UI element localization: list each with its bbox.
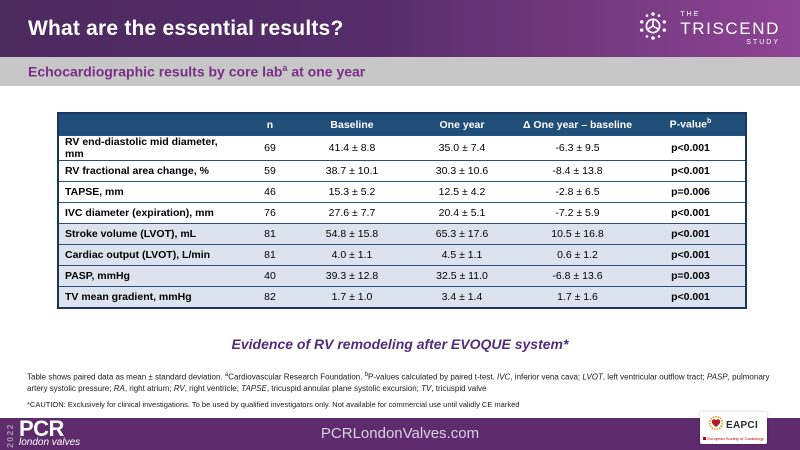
cell-p-value: p<0.001 [636, 286, 746, 308]
table-row: RV end-diastolic mid diameter, mm 69 41.… [58, 135, 746, 161]
cell-delta: -6.8 ± 13.6 [519, 265, 636, 287]
caution-text: *CAUTION: Exclusively for clinical inves… [27, 400, 520, 409]
cell-n: 81 [241, 223, 299, 245]
cell-n: 40 [241, 265, 299, 287]
table-row: TAPSE, mm 46 15.3 ± 5.2 12.5 ± 4.2 -2.8 … [58, 181, 746, 203]
row-label: PASP, mmHg [58, 265, 241, 287]
table-row: Stroke volume (LVOT), mL 81 54.8 ± 15.8 … [58, 223, 746, 245]
cell-p-value: p=0.003 [636, 265, 746, 287]
table-row: IVC diameter (expiration), mm 76 27.6 ± … [58, 202, 746, 224]
cell-n: 76 [241, 202, 299, 224]
triscend-study-logo: THE TRISCEND STUDY [633, 6, 780, 51]
cell-baseline: 38.7 ± 10.1 [299, 160, 405, 182]
header-band: What are the essential results? [0, 0, 800, 57]
cell-delta: 1.7 ± 1.6 [519, 286, 636, 308]
row-label: RV fractional area change, % [58, 160, 241, 182]
cell-baseline: 15.3 ± 5.2 [299, 181, 405, 203]
cell-p-value: p<0.001 [636, 202, 746, 224]
cell-p-value: p<0.001 [636, 223, 746, 245]
subtitle-bar: Echocardiographic results by core laba a… [0, 57, 800, 86]
cell-p-value: p<0.001 [636, 135, 746, 161]
cell-one-year: 35.0 ± 7.4 [405, 135, 519, 161]
table-row: PASP, mmHg 40 39.3 ± 12.8 32.5 ± 11.0 -6… [58, 265, 746, 287]
footnote-text: Table shows paired data as mean ± standa… [27, 372, 770, 394]
row-label: IVC diameter (expiration), mm [58, 202, 241, 224]
table-header-row: n Baseline One year Δ One year – baselin… [58, 113, 746, 136]
table-row: Cardiac output (LVOT), L/min 81 4.0 ± 1.… [58, 244, 746, 266]
cell-baseline: 4.0 ± 1.1 [299, 244, 405, 266]
cell-one-year: 4.5 ± 1.1 [405, 244, 519, 266]
row-label: Stroke volume (LVOT), mL [58, 223, 241, 245]
cell-p-value: p<0.001 [636, 160, 746, 182]
conclusion-statement: Evidence of RV remodeling after EVOQUE s… [231, 336, 569, 352]
table-row: TV mean gradient, mmHg 82 1.7 ± 1.0 3.4 … [58, 286, 746, 308]
cell-baseline: 54.8 ± 15.8 [299, 223, 405, 245]
cell-one-year: 12.5 ± 4.2 [405, 181, 519, 203]
footer-bar: 2022 PCR london valves PCRLondonValves.c… [0, 412, 800, 450]
cell-baseline: 27.6 ± 7.7 [299, 202, 405, 224]
cell-one-year: 20.4 ± 5.1 [405, 202, 519, 224]
col-header-delta: Δ One year – baseline [519, 113, 636, 136]
row-label: RV end-diastolic mid diameter, mm [58, 135, 241, 161]
cell-delta: 0.6 ± 1.2 [519, 244, 636, 266]
cell-baseline: 39.3 ± 12.8 [299, 265, 405, 287]
triscend-valve-icon [633, 6, 673, 51]
eapci-heart-icon [708, 415, 724, 435]
cell-delta: -7.2 ± 5.9 [519, 202, 636, 224]
echo-results-table: n Baseline One year Δ One year – baselin… [57, 112, 747, 309]
cell-delta: -2.8 ± 6.5 [519, 181, 636, 203]
footer-website-url: PCRLondonValves.com [320, 425, 480, 442]
page-title: What are the essential results? [28, 16, 344, 40]
eapci-logo: EAPCI European Society of Cardiology [700, 412, 767, 444]
col-header-one-year: One year [405, 113, 519, 136]
col-header-baseline: Baseline [299, 113, 405, 136]
cell-one-year: 30.3 ± 10.6 [405, 160, 519, 182]
cell-n: 81 [241, 244, 299, 266]
row-label: TAPSE, mm [58, 181, 241, 203]
cell-one-year: 65.3 ± 17.6 [405, 223, 519, 245]
cell-n: 46 [241, 181, 299, 203]
triscend-name-label: TRISCEND [680, 19, 780, 38]
pcr-london-valves-logo: PCR london valves [19, 418, 80, 448]
cell-p-value: p<0.001 [636, 244, 746, 266]
cell-n: 82 [241, 286, 299, 308]
pcr-brand-label: PCR [19, 416, 64, 441]
cell-one-year: 32.5 ± 11.0 [405, 265, 519, 287]
slide-subtitle: Echocardiographic results by core laba a… [28, 63, 366, 80]
cell-n: 59 [241, 160, 299, 182]
cell-n: 69 [241, 135, 299, 161]
cell-delta: -8.4 ± 13.8 [519, 160, 636, 182]
cell-one-year: 3.4 ± 1.4 [405, 286, 519, 308]
table-row: RV fractional area change, % 59 38.7 ± 1… [58, 160, 746, 182]
row-label: TV mean gradient, mmHg [58, 286, 241, 308]
col-header-n: n [241, 113, 299, 136]
triscend-the-label: THE [680, 11, 701, 18]
eapci-name-label: EAPCI [725, 419, 759, 431]
triscend-study-label: STUDY [746, 39, 780, 46]
cell-baseline: 41.4 ± 8.8 [299, 135, 405, 161]
col-header-p-value: P-valueb [636, 113, 746, 136]
cell-delta: 10.5 ± 16.8 [519, 223, 636, 245]
eapci-sublabel: European Society of Cardiology [703, 436, 763, 441]
row-label: Cardiac output (LVOT), L/min [58, 244, 241, 266]
cell-baseline: 1.7 ± 1.0 [299, 286, 405, 308]
cell-p-value: p=0.006 [636, 181, 746, 203]
col-header-label [58, 113, 241, 136]
cell-delta: -6.3 ± 9.5 [519, 135, 636, 161]
pcr-brand-sublabel: london valves [19, 437, 81, 448]
